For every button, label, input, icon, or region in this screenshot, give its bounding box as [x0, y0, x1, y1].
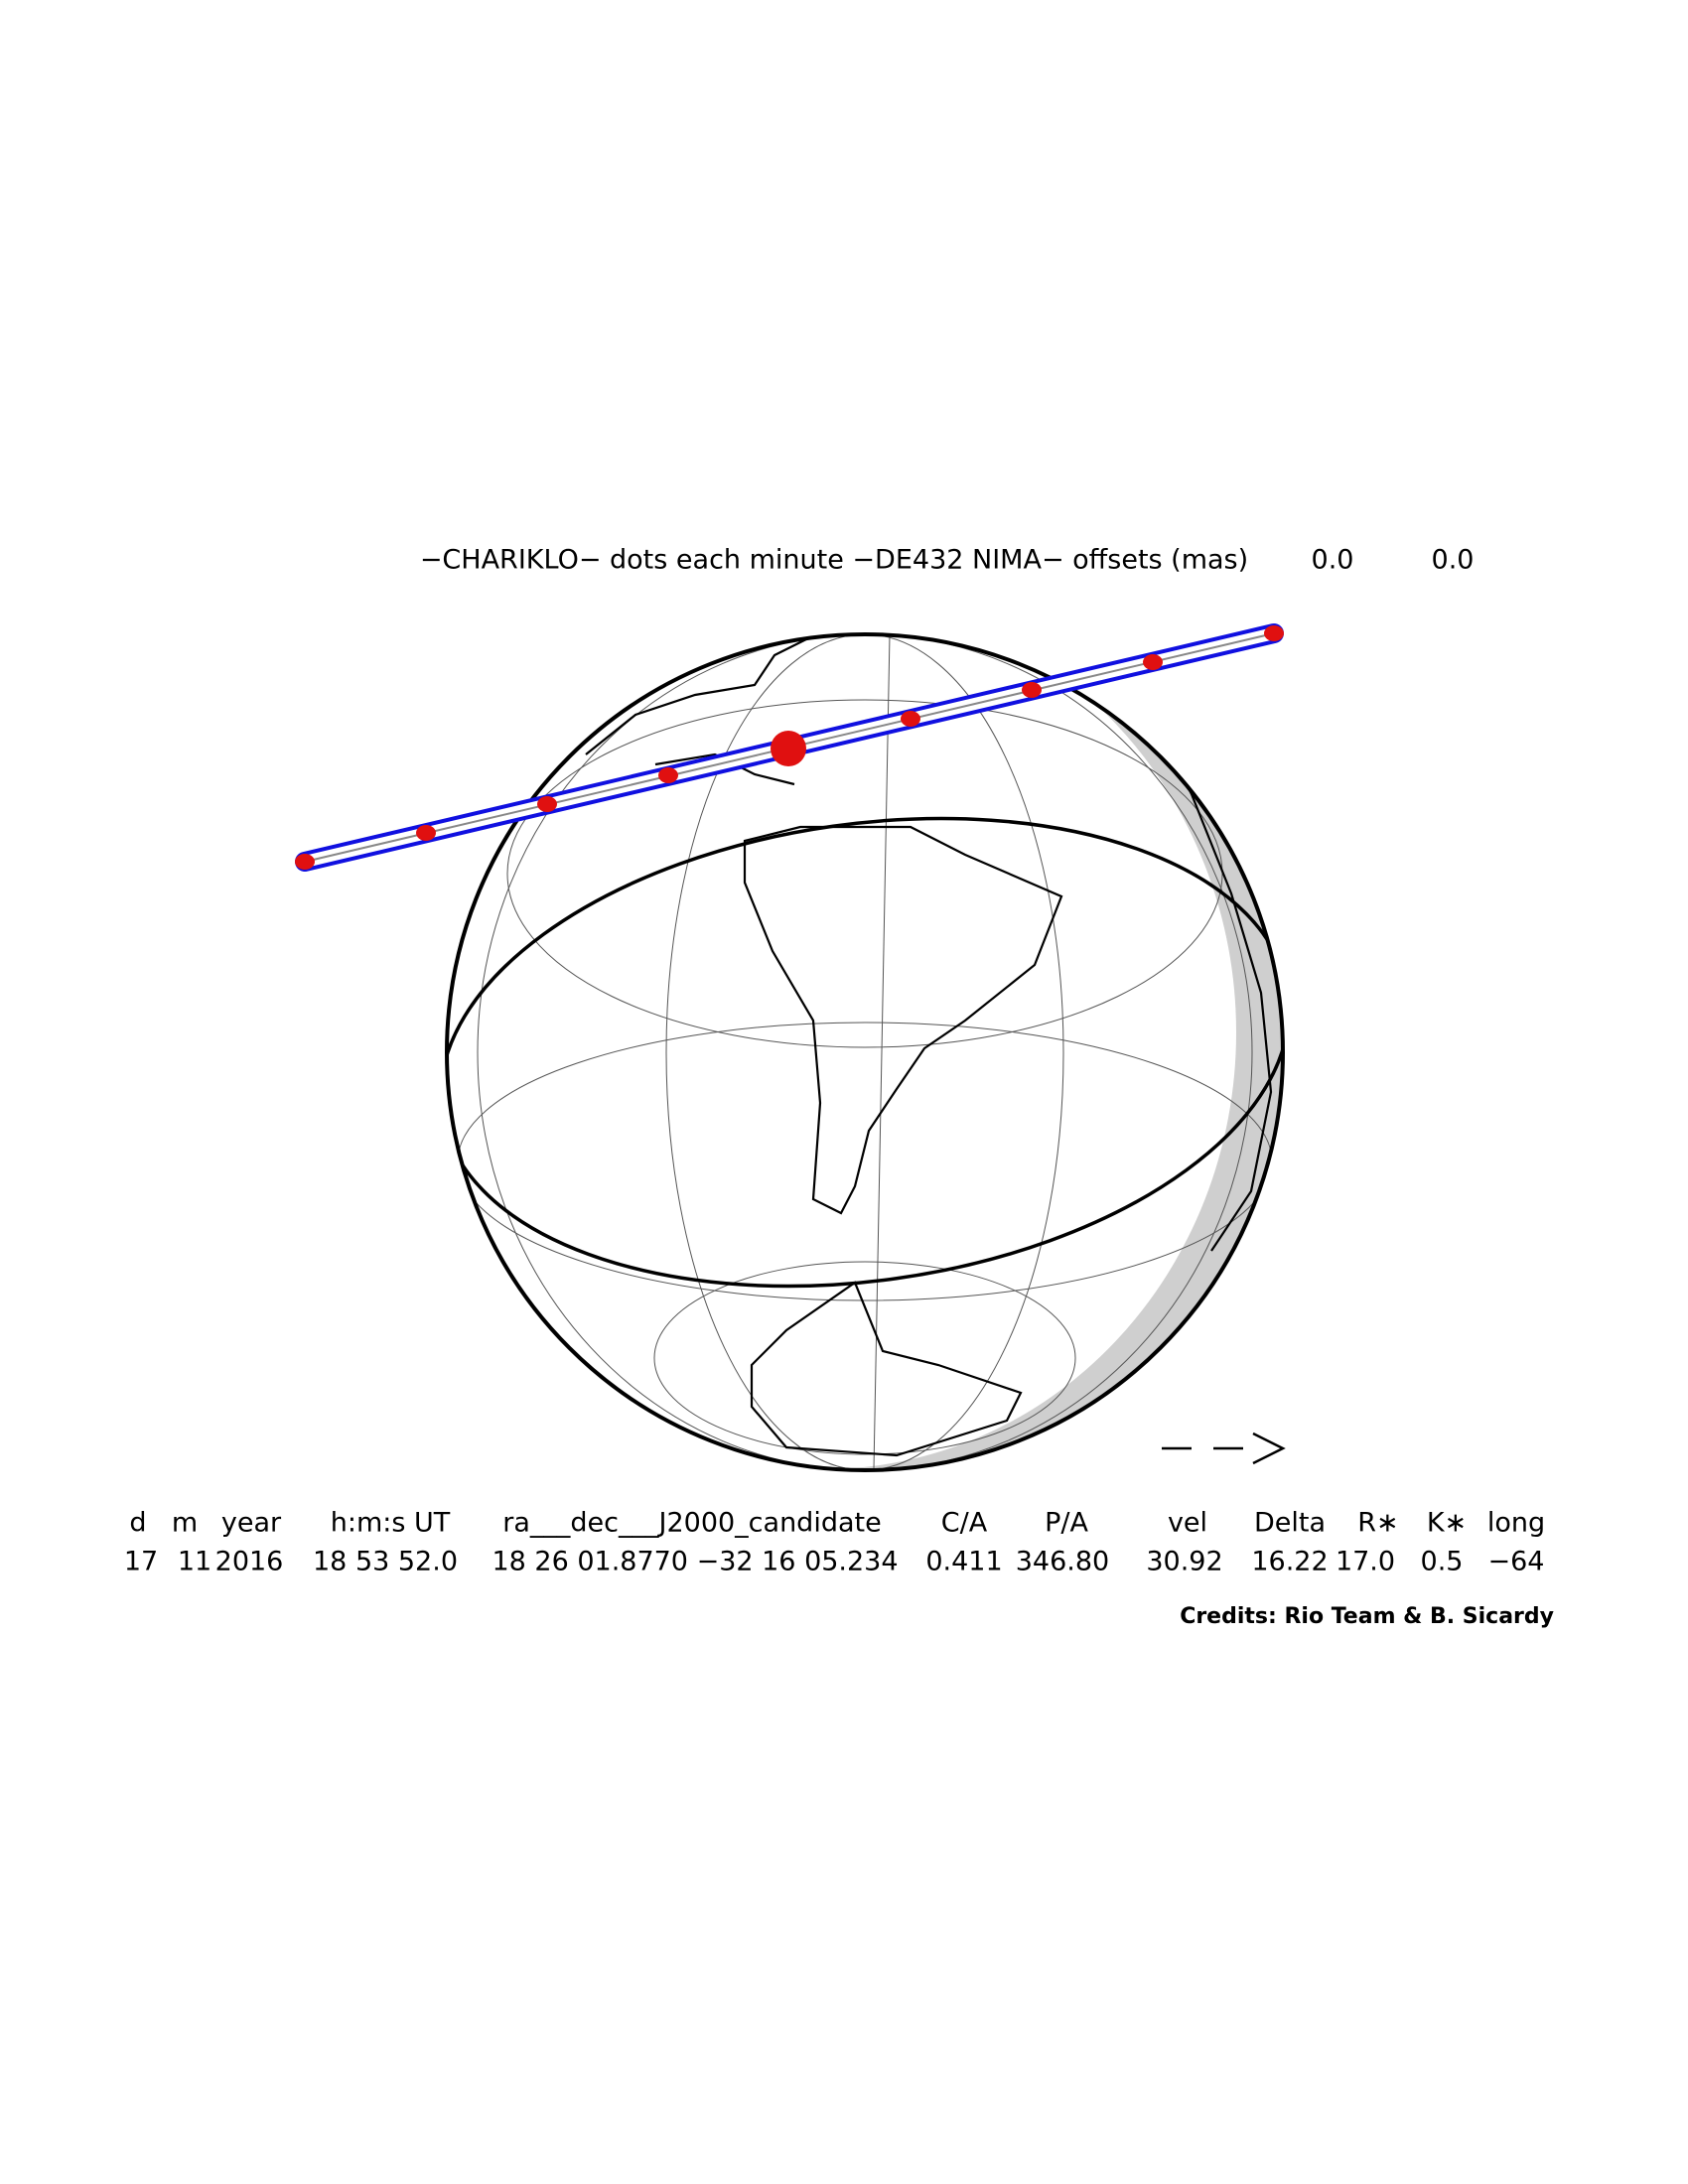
globe	[445, 632, 1285, 1472]
cell: 0.5	[1421, 1547, 1464, 1577]
column-header: Delta	[1254, 1508, 1326, 1539]
column-header: R∗	[1357, 1508, 1398, 1539]
credits: Credits: Rio Team & B. Sicardy	[1180, 1604, 1554, 1629]
column-header: ra___dec___J2000_candidate	[502, 1508, 881, 1539]
column-header: K∗	[1427, 1508, 1467, 1539]
shadow-path	[295, 623, 1284, 872]
offset: 0.0	[1312, 545, 1354, 576]
cell: 17	[124, 1547, 158, 1577]
cell: 11	[178, 1547, 211, 1577]
column-header: d	[129, 1508, 146, 1539]
cell: 18 53 52.0	[313, 1547, 458, 1577]
column-header: vel	[1168, 1508, 1207, 1539]
cell: 16.22	[1251, 1547, 1328, 1577]
cell: 0.411	[925, 1547, 1002, 1577]
title: −CHARIKLO− dots each minute −DE432 NIMA−…	[420, 545, 1248, 576]
globe-outline	[445, 632, 1285, 1472]
column-header: h:m:s UT	[331, 1508, 451, 1539]
direction-arrow	[1162, 1432, 1286, 1465]
cell: 346.80	[1016, 1547, 1109, 1577]
cell: 2016	[215, 1547, 284, 1577]
cell: 30.92	[1146, 1547, 1222, 1577]
day-side	[447, 634, 1236, 1469]
cell: −64	[1488, 1547, 1545, 1577]
cell: 18 26 01.8770 −32 16 05.234	[492, 1547, 898, 1577]
column-header: C/A	[941, 1508, 988, 1539]
column-header: m	[172, 1508, 198, 1539]
offset: 0.0	[1432, 545, 1475, 576]
column-header: P/A	[1045, 1508, 1088, 1539]
column-header: year	[221, 1508, 282, 1539]
cell: 17.0	[1336, 1547, 1395, 1577]
column-header: long	[1487, 1508, 1545, 1539]
